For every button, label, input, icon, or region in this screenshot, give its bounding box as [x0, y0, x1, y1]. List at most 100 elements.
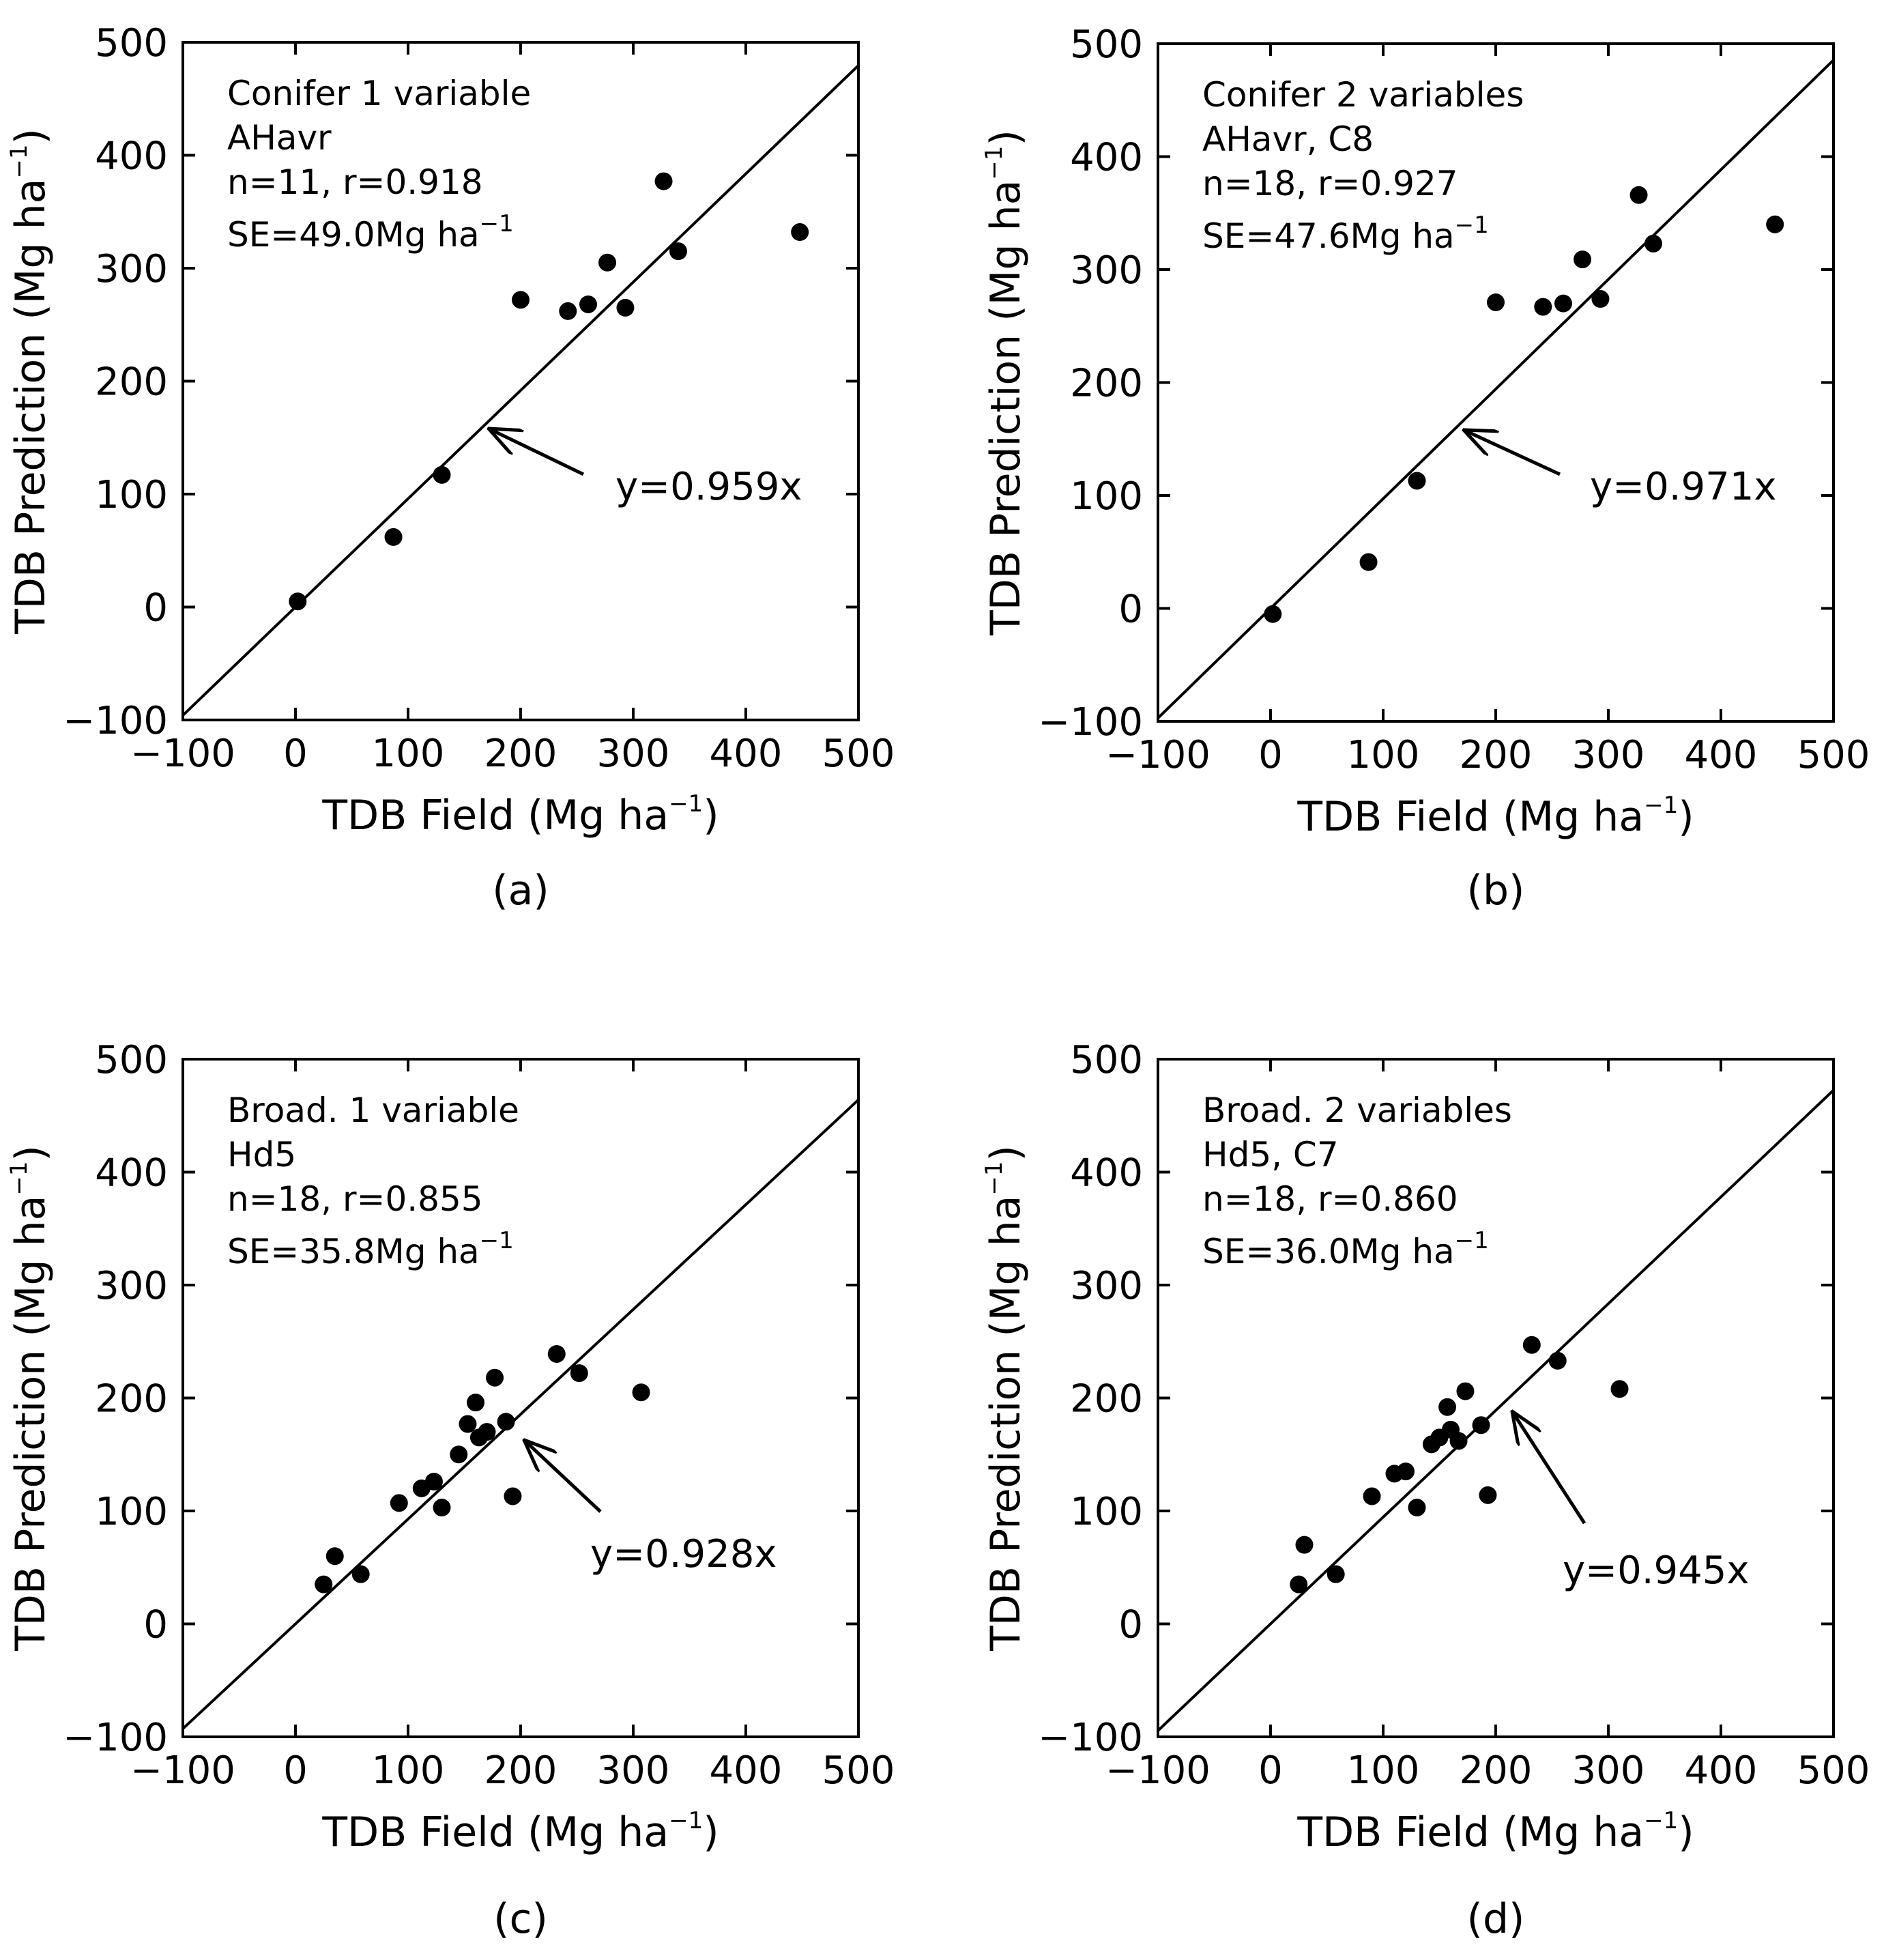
- x-tick-label: 300: [597, 732, 670, 776]
- data-point: [486, 1368, 504, 1387]
- y-tick-label: 400: [1070, 136, 1143, 180]
- x-axis-close: ): [1678, 1808, 1694, 1856]
- annotation-se: SE=47.6Mg ha−1: [1202, 212, 1489, 256]
- data-point: [616, 298, 635, 317]
- data-point: [1534, 298, 1552, 316]
- y-tick-label: −100: [63, 1716, 168, 1760]
- y-tick-label: 500: [95, 1038, 168, 1082]
- y-axis-exponent: −1: [981, 145, 1008, 179]
- data-point: [1397, 1462, 1415, 1481]
- data-point: [1644, 234, 1662, 253]
- data-point: [478, 1423, 496, 1441]
- panel-d: −100−100 0 0 100 100 200 200 300 300 400 400 500 500…: [981, 1038, 1870, 1943]
- y-tick-label: 0: [143, 1603, 168, 1647]
- data-point: [1479, 1486, 1497, 1504]
- data-point: [1554, 294, 1572, 313]
- annotation-se: SE=36.0Mg ha−1: [1202, 1227, 1489, 1271]
- annotation-se: SE=49.0Mg ha−1: [227, 210, 514, 255]
- y-tick-label: 100: [95, 1490, 168, 1534]
- data-point: [1408, 1499, 1426, 1517]
- y-axis-exponent: −1: [5, 1161, 33, 1195]
- data-point: [1438, 1398, 1457, 1416]
- x-tick-label: −100: [130, 1748, 235, 1793]
- x-axis-label: TDB Field (Mg ha−1): [1296, 792, 1694, 841]
- data-point: [467, 1394, 484, 1412]
- y-axis-exponent: −1: [981, 1161, 1008, 1195]
- x-tick-label: −100: [1105, 1748, 1211, 1793]
- y-tick-label: 500: [1070, 1038, 1143, 1082]
- y-tick-label: 500: [1070, 23, 1143, 67]
- annotation-se-exponent: −1: [480, 210, 514, 237]
- annotation-line-2: Hd5: [227, 1135, 296, 1174]
- data-point: [570, 1364, 588, 1383]
- data-point: [497, 1413, 515, 1431]
- x-tick-label: −100: [130, 732, 235, 776]
- y-axis-close: ): [7, 1145, 55, 1161]
- y-tick-label: 400: [1070, 1151, 1143, 1196]
- x-tick-label: 400: [1685, 1748, 1758, 1793]
- x-tick-label: 100: [372, 1748, 445, 1793]
- regression-arrow: [489, 429, 585, 476]
- y-tick-label: 300: [95, 247, 168, 291]
- regression-equation: y=0.928x: [590, 1532, 777, 1576]
- panel-label: (c): [493, 1895, 548, 1943]
- annotation-se-exponent: −1: [1455, 212, 1489, 239]
- y-tick-label: 100: [1070, 1490, 1143, 1534]
- data-point: [1449, 1432, 1468, 1450]
- data-point: [598, 253, 617, 272]
- x-axis-label: TDB Field (Mg ha−1): [1296, 1807, 1694, 1856]
- y-axis-label: TDB Prediction (Mg ha−1): [5, 128, 55, 635]
- annotation-se: SE=35.8Mg ha−1: [227, 1227, 514, 1271]
- y-tick-label: 200: [1070, 1377, 1143, 1422]
- annotation-line-1: Broad. 1 variable: [227, 1091, 519, 1130]
- x-tick-label: 0: [1258, 1748, 1283, 1793]
- x-tick-label: 200: [1460, 733, 1533, 777]
- data-point: [289, 592, 307, 611]
- x-tick-label: 0: [1258, 733, 1283, 777]
- data-point: [669, 242, 687, 261]
- data-point: [1363, 1487, 1381, 1505]
- y-axis-close: ): [7, 128, 55, 144]
- x-tick-label: 500: [822, 732, 895, 776]
- y-tick-label: −100: [63, 699, 168, 743]
- y-axis-label: TDB Prediction (Mg ha−1): [5, 1145, 55, 1652]
- data-point: [1574, 250, 1592, 269]
- data-point: [1629, 186, 1648, 204]
- x-tick-label: 100: [1347, 733, 1420, 777]
- data-point: [504, 1487, 522, 1505]
- y-tick-label: 300: [95, 1264, 168, 1308]
- x-axis-close: ): [1678, 793, 1694, 841]
- annotation-line-3: n=18, r=0.855: [227, 1179, 483, 1219]
- x-tick-label: 0: [283, 1748, 308, 1793]
- y-tick-label: 0: [1118, 588, 1143, 632]
- data-point: [654, 172, 673, 190]
- y-tick-label: −100: [1038, 700, 1143, 745]
- annotation-line-2: AHavr, C8: [1202, 119, 1374, 159]
- regression-equation: y=0.959x: [615, 465, 802, 509]
- annotation-line-1: Conifer 2 variables: [1202, 75, 1524, 115]
- data-point: [325, 1547, 344, 1566]
- data-point: [433, 465, 451, 484]
- x-axis-exponent: −1: [669, 790, 703, 818]
- data-point: [1295, 1536, 1314, 1554]
- annotation-line-3: n=18, r=0.927: [1202, 164, 1458, 203]
- y-tick-label: 200: [1070, 362, 1143, 406]
- x-axis-exponent: −1: [1644, 1807, 1678, 1834]
- data-point: [559, 302, 577, 320]
- regression-equation: y=0.945x: [1563, 1548, 1750, 1593]
- x-axis-close: ): [703, 792, 719, 839]
- data-point: [1487, 293, 1505, 311]
- data-point: [547, 1344, 566, 1363]
- x-axis-exponent: −1: [669, 1807, 703, 1834]
- x-axis-label: TDB Field (Mg ha−1): [321, 790, 719, 839]
- x-axis-label: TDB Field (Mg ha−1): [321, 1807, 719, 1856]
- y-axis-close: ): [982, 1145, 1030, 1161]
- annotation-se-exponent: −1: [480, 1227, 514, 1254]
- data-point: [459, 1415, 477, 1433]
- x-tick-label: 300: [597, 1748, 670, 1793]
- data-point: [1548, 1351, 1567, 1370]
- regression-arrow: [1512, 1411, 1586, 1525]
- annotation-line-2: Hd5, C7: [1202, 1135, 1339, 1174]
